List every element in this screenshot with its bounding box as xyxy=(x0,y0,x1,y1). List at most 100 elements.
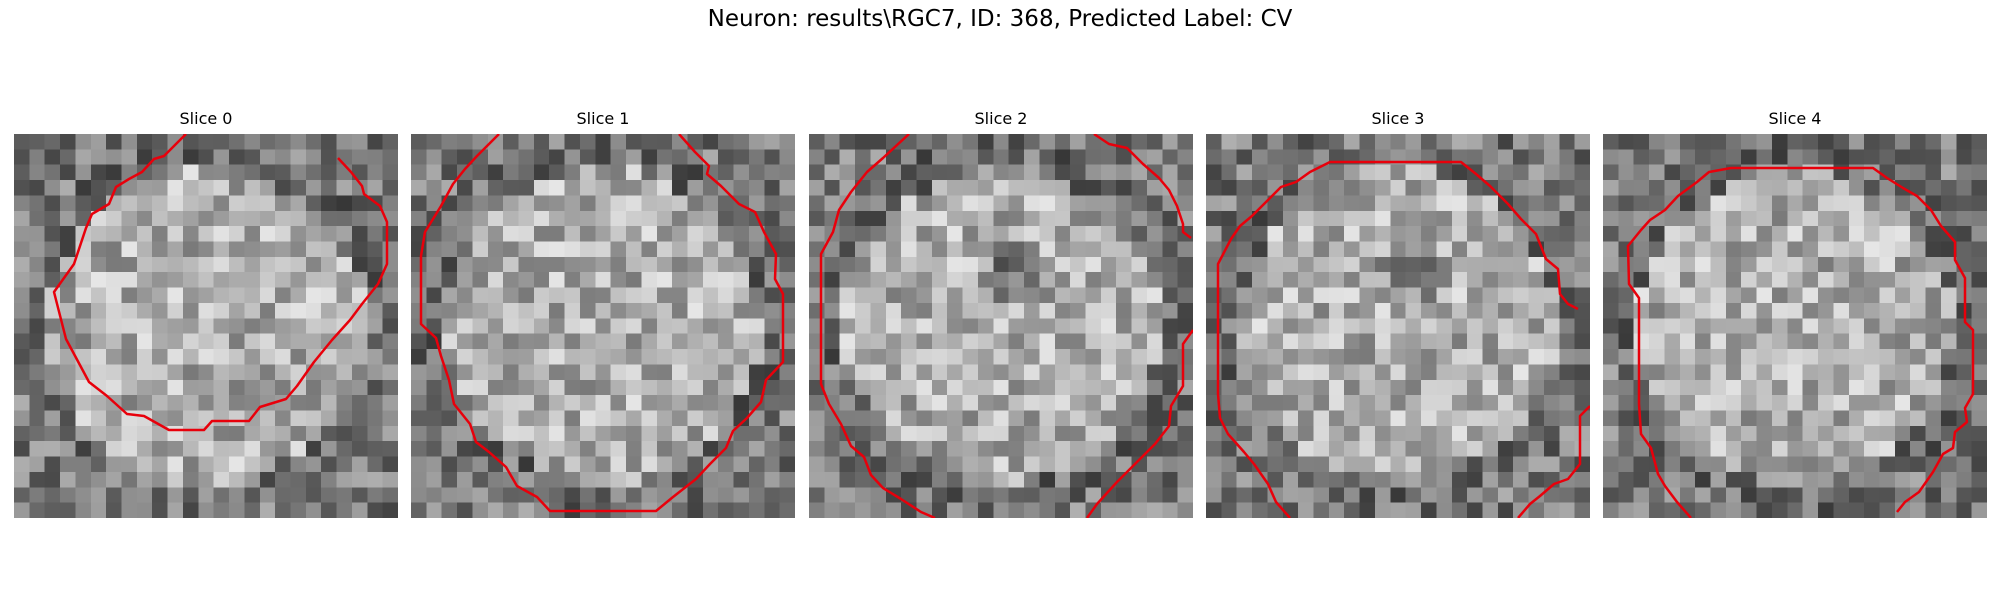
pixel xyxy=(1756,456,1773,473)
pixel xyxy=(367,349,384,365)
pixel xyxy=(1252,272,1269,289)
pixel xyxy=(457,502,474,518)
pixel xyxy=(1054,318,1071,335)
pixel xyxy=(121,502,138,518)
pixel xyxy=(977,487,994,504)
pixel xyxy=(518,210,535,227)
pixel xyxy=(1725,425,1742,442)
pixel xyxy=(152,379,169,396)
pixel xyxy=(1024,318,1040,335)
pixel xyxy=(1848,333,1865,350)
pixel xyxy=(672,441,689,458)
pixel xyxy=(1177,149,1193,166)
pixel xyxy=(687,379,704,396)
pixel xyxy=(1910,425,1927,442)
pixel-grid-4 xyxy=(1603,134,1987,518)
pixel xyxy=(947,134,964,150)
pixel xyxy=(1482,241,1499,258)
pixel xyxy=(1603,134,1619,150)
pixel xyxy=(1756,333,1773,350)
pixel xyxy=(779,195,795,212)
pixel xyxy=(1664,241,1681,258)
pixel xyxy=(885,318,902,335)
pixel xyxy=(259,210,276,227)
pixel xyxy=(426,149,443,166)
pixel xyxy=(1940,134,1957,150)
pixel xyxy=(1741,318,1758,335)
pixel xyxy=(1236,379,1253,396)
pixel xyxy=(962,502,979,518)
pixel xyxy=(198,256,215,273)
pixel xyxy=(579,395,596,412)
pixel xyxy=(1818,364,1834,381)
pixel xyxy=(1802,364,1819,381)
pixel xyxy=(764,164,781,181)
pixel xyxy=(152,180,169,197)
pixel xyxy=(1344,302,1361,319)
pixel xyxy=(718,226,735,243)
pixel xyxy=(672,149,689,166)
pixel xyxy=(1451,333,1468,350)
pixel xyxy=(1864,226,1881,243)
pixel xyxy=(1513,164,1530,181)
pixel xyxy=(839,241,856,258)
pixel xyxy=(839,364,856,381)
pixel xyxy=(885,195,902,212)
pixel xyxy=(244,210,261,227)
pixel xyxy=(1313,256,1330,273)
pixel xyxy=(1436,441,1453,458)
pixel xyxy=(824,164,841,181)
pixel xyxy=(1679,195,1696,212)
pixel xyxy=(733,471,750,488)
pixel xyxy=(1374,379,1391,396)
pixel xyxy=(167,149,184,166)
pixel xyxy=(121,425,138,442)
pixel xyxy=(626,487,642,504)
pixel xyxy=(1282,241,1299,258)
pixel xyxy=(1162,349,1179,365)
pixel xyxy=(885,364,902,381)
pixel xyxy=(870,425,887,442)
pixel xyxy=(824,180,841,197)
pixel xyxy=(1177,425,1193,442)
pixel xyxy=(411,210,427,227)
pixel xyxy=(1359,379,1376,396)
pixel xyxy=(1267,333,1284,350)
pixel xyxy=(641,364,658,381)
pixel xyxy=(1436,364,1453,381)
pixel xyxy=(962,487,979,504)
pixel xyxy=(1695,349,1712,365)
pixel xyxy=(275,149,292,166)
pixel xyxy=(60,164,77,181)
pixel xyxy=(213,302,230,319)
pixel xyxy=(931,149,948,166)
pixel xyxy=(672,502,689,518)
pixel xyxy=(1405,456,1422,473)
pixel xyxy=(275,180,292,197)
pixel xyxy=(1116,502,1133,518)
pixel xyxy=(60,302,77,319)
pixel xyxy=(1848,379,1865,396)
pixel xyxy=(1559,364,1576,381)
pixel xyxy=(382,410,398,427)
pixel xyxy=(1131,379,1148,396)
pixel xyxy=(901,210,918,227)
pixel xyxy=(14,487,30,504)
pixel xyxy=(182,395,199,412)
pixel xyxy=(839,226,856,243)
pixel xyxy=(718,502,735,518)
pixel xyxy=(1802,441,1819,458)
pixel xyxy=(198,502,215,518)
pixel xyxy=(1008,410,1025,427)
pixel xyxy=(1252,502,1269,518)
pixel xyxy=(1649,256,1666,273)
pixel xyxy=(351,349,368,365)
pixel xyxy=(1528,256,1545,273)
pixel xyxy=(1206,379,1222,396)
pixel xyxy=(1436,256,1453,273)
pixel xyxy=(1618,149,1635,166)
pixel xyxy=(1956,241,1973,258)
pixel xyxy=(533,164,550,181)
pixel xyxy=(1603,502,1619,518)
pixel xyxy=(121,210,138,227)
